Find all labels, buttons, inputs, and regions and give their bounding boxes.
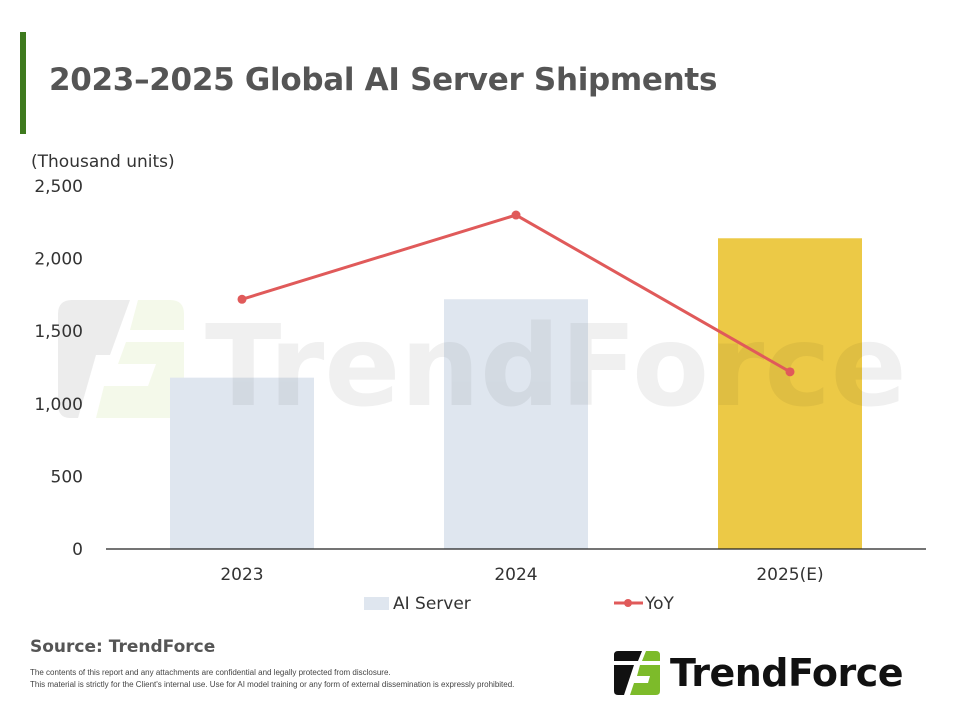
legend: AI Server YoY [364, 594, 675, 614]
bar-2025(E) [718, 238, 862, 549]
legend-swatch-ai-server [364, 597, 389, 610]
title-accent-bar [20, 32, 26, 134]
trendforce-logo: TrendForce [612, 648, 904, 698]
legend-label-ai-server: AI Server [393, 594, 471, 614]
yoy-line-series [237, 210, 795, 377]
yoy-point-2023 [237, 294, 247, 304]
logo-text: TrendForce [670, 651, 904, 695]
bar-series [170, 238, 862, 549]
bar-2024 [444, 299, 588, 549]
y-tick-label: 2,000 [34, 250, 83, 270]
y-axis-unit-label: (Thousand units) [31, 152, 175, 172]
disclaimer-line-1: The contents of this report and any atta… [30, 668, 391, 677]
chart: TrendForce TrendForce 05001,0001,5002,00… [34, 177, 926, 614]
legend-swatch-yoy-marker [624, 599, 632, 607]
legend-label-yoy: YoY [644, 594, 675, 614]
source-label: Source: TrendForce [30, 637, 216, 657]
yoy-point-2025(E) [785, 367, 795, 377]
y-tick-label: 1,500 [34, 322, 83, 342]
y-tick-label: 500 [51, 467, 83, 487]
x-axis-ticks: 2023 2024 2025(E) [220, 565, 823, 585]
x-tick-label: 2023 [220, 565, 263, 585]
disclaimer-line-2: This material is strictly for the Client… [30, 680, 515, 689]
y-tick-label: 2,500 [34, 177, 83, 197]
bar-2023 [170, 377, 314, 549]
y-axis-ticks: 0 500 1,000 1,500 2,000 2,500 [34, 177, 83, 560]
y-tick-label: 0 [72, 540, 83, 560]
watermark-logo-icon [58, 300, 184, 418]
x-tick-label: 2024 [494, 565, 537, 585]
y-tick-label: 1,000 [34, 395, 83, 415]
trendforce-logo-icon [614, 651, 660, 695]
yoy-point-2024 [511, 210, 521, 220]
x-tick-label: 2025(E) [756, 565, 823, 585]
page-title: 2023–2025 Global AI Server Shipments [49, 62, 718, 98]
